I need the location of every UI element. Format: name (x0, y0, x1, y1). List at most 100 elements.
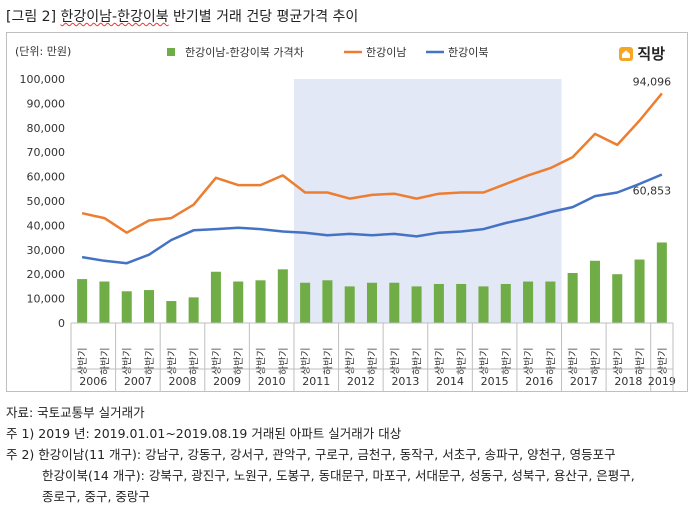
x-tick-label: 상반기 (523, 347, 535, 375)
y-tick-label: 100,000 (20, 73, 66, 86)
bar (99, 281, 110, 323)
bar (411, 286, 422, 323)
x-tick-label: 상반기 (478, 347, 490, 375)
x-tick-label: 하반기 (366, 347, 379, 375)
logo: 직방 (618, 43, 665, 64)
y-tick-label: 60,000 (27, 171, 66, 184)
x-tick-label: 상반기 (568, 347, 580, 375)
x-tick-label: 하반기 (98, 347, 111, 375)
notes: 자료: 국토교통부 실거래가 주 1) 2019 년: 2019.01.01~2… (6, 402, 635, 507)
x-tick-label: 상반기 (122, 347, 134, 375)
year-label: 2011 (302, 375, 330, 388)
data-label: 94,096 (633, 75, 672, 88)
x-tick-label: 하반기 (634, 347, 647, 375)
y-tick-label: 30,000 (27, 244, 66, 257)
bar (255, 280, 266, 323)
y-tick-label: 10,000 (27, 293, 66, 306)
bar (656, 242, 667, 323)
bar (500, 283, 511, 323)
bar (478, 286, 489, 323)
year-label: 2010 (258, 375, 286, 388)
x-tick-label: 하반기 (589, 347, 602, 375)
x-tick-label: 상반기 (389, 347, 401, 375)
note-2: 주 2) 한강이남(11 개구): 강남구, 강동구, 강서구, 관악구, 구로… (6, 447, 616, 462)
page-title: [그림 2] 한강이남-한강이북 반기별 거래 건당 평균가격 추이 (6, 6, 358, 26)
y-tick-label: 50,000 (27, 195, 66, 208)
y-tick-label: 80,000 (27, 122, 66, 135)
chart-container: (단위: 만원) 0 10,000 20,000 30,000 40,000 50,000 6… (6, 32, 688, 392)
title-prefix: [그림 2] (6, 9, 61, 25)
note-1: 주 1) 2019 년: 2019.01.01~2019.08.19 거래된 아… (6, 426, 402, 441)
bar (389, 282, 400, 323)
bar (366, 282, 378, 323)
x-tick-label: 하반기 (232, 347, 245, 375)
x-tick-label: 하반기 (500, 347, 513, 375)
x-tick-label: 상반기 (434, 347, 446, 375)
x-tick-label: 상반기 (211, 347, 223, 375)
bar (233, 281, 244, 323)
bar (545, 281, 556, 323)
year-label: 2006 (79, 375, 107, 388)
y-tick-label: 70,000 (27, 146, 66, 159)
x-tick-label: 하반기 (544, 347, 557, 375)
bar (634, 259, 645, 323)
bar (456, 283, 467, 323)
x-tick-label: 하반기 (188, 347, 201, 375)
bar (121, 291, 132, 323)
year-label: 2012 (347, 375, 375, 388)
x-tick-label: 하반기 (411, 347, 424, 375)
bar (433, 283, 444, 323)
year-label: 2007 (124, 375, 152, 388)
year-label: 2015 (481, 375, 509, 388)
x-tick-label: 하반기 (455, 347, 468, 375)
year-label: 2013 (391, 375, 419, 388)
legend-label: 한강이북 (448, 46, 488, 59)
x-tick-label: 상반기 (300, 347, 312, 375)
year-label: 2016 (525, 375, 553, 388)
legend-label: 한강이남 (366, 46, 406, 59)
note-2-north-cont: 종로구, 중구, 중랑구 (42, 489, 150, 504)
highlight-band (293, 79, 562, 323)
y-tick-label: 90,000 (27, 97, 66, 110)
bar (144, 290, 155, 323)
bar (277, 269, 288, 323)
logo-text: 직방 (637, 45, 665, 63)
year-label: 2014 (436, 375, 464, 388)
x-tick-label: 하반기 (143, 347, 156, 375)
bar (210, 271, 221, 323)
year-label: 2019 (648, 375, 676, 388)
x-tick-label: 상반기 (166, 347, 178, 375)
x-tick-label: 상반기 (657, 347, 669, 375)
y-tick-label: 20,000 (27, 268, 66, 281)
note-2-north: 한강이북(14 개구): 강북구, 광진구, 노원구, 도봉구, 동대문구, 마… (42, 468, 635, 483)
chart-svg: (단위: 만원) 0 10,000 20,000 30,000 40,000 50,000 6… (15, 45, 676, 391)
x-tick-label: 하반기 (277, 347, 290, 375)
unit-label: (단위: 만원) (15, 45, 71, 58)
year-label: 2008 (168, 375, 196, 388)
bar (589, 260, 600, 323)
bar (523, 281, 534, 323)
year-label: 2017 (570, 375, 598, 388)
bar (344, 286, 355, 323)
y-tick-label: 0 (58, 317, 65, 330)
year-label: 2009 (213, 375, 241, 388)
data-label: 60,853 (633, 185, 672, 198)
bar (300, 282, 311, 323)
year-label: 2018 (614, 375, 642, 388)
bar (77, 279, 88, 323)
bar (188, 297, 199, 323)
legend-label: 한강이남-한강이북 가격차 (185, 46, 304, 59)
y-tick-label: 40,000 (27, 219, 66, 232)
x-tick-label: 상반기 (612, 347, 624, 375)
house-icon (618, 46, 634, 62)
series-line (81, 92, 663, 234)
x-tick-label: 상반기 (256, 347, 268, 375)
bar (612, 274, 623, 323)
bar (567, 272, 578, 323)
x-tick-label: 상반기 (77, 347, 89, 375)
x-tick-label: 상반기 (345, 347, 357, 375)
legend-swatch (167, 48, 175, 56)
title-suffix: 반기별 거래 건당 평균가격 추이 (168, 9, 359, 25)
bar (322, 280, 333, 323)
bar (166, 301, 177, 323)
